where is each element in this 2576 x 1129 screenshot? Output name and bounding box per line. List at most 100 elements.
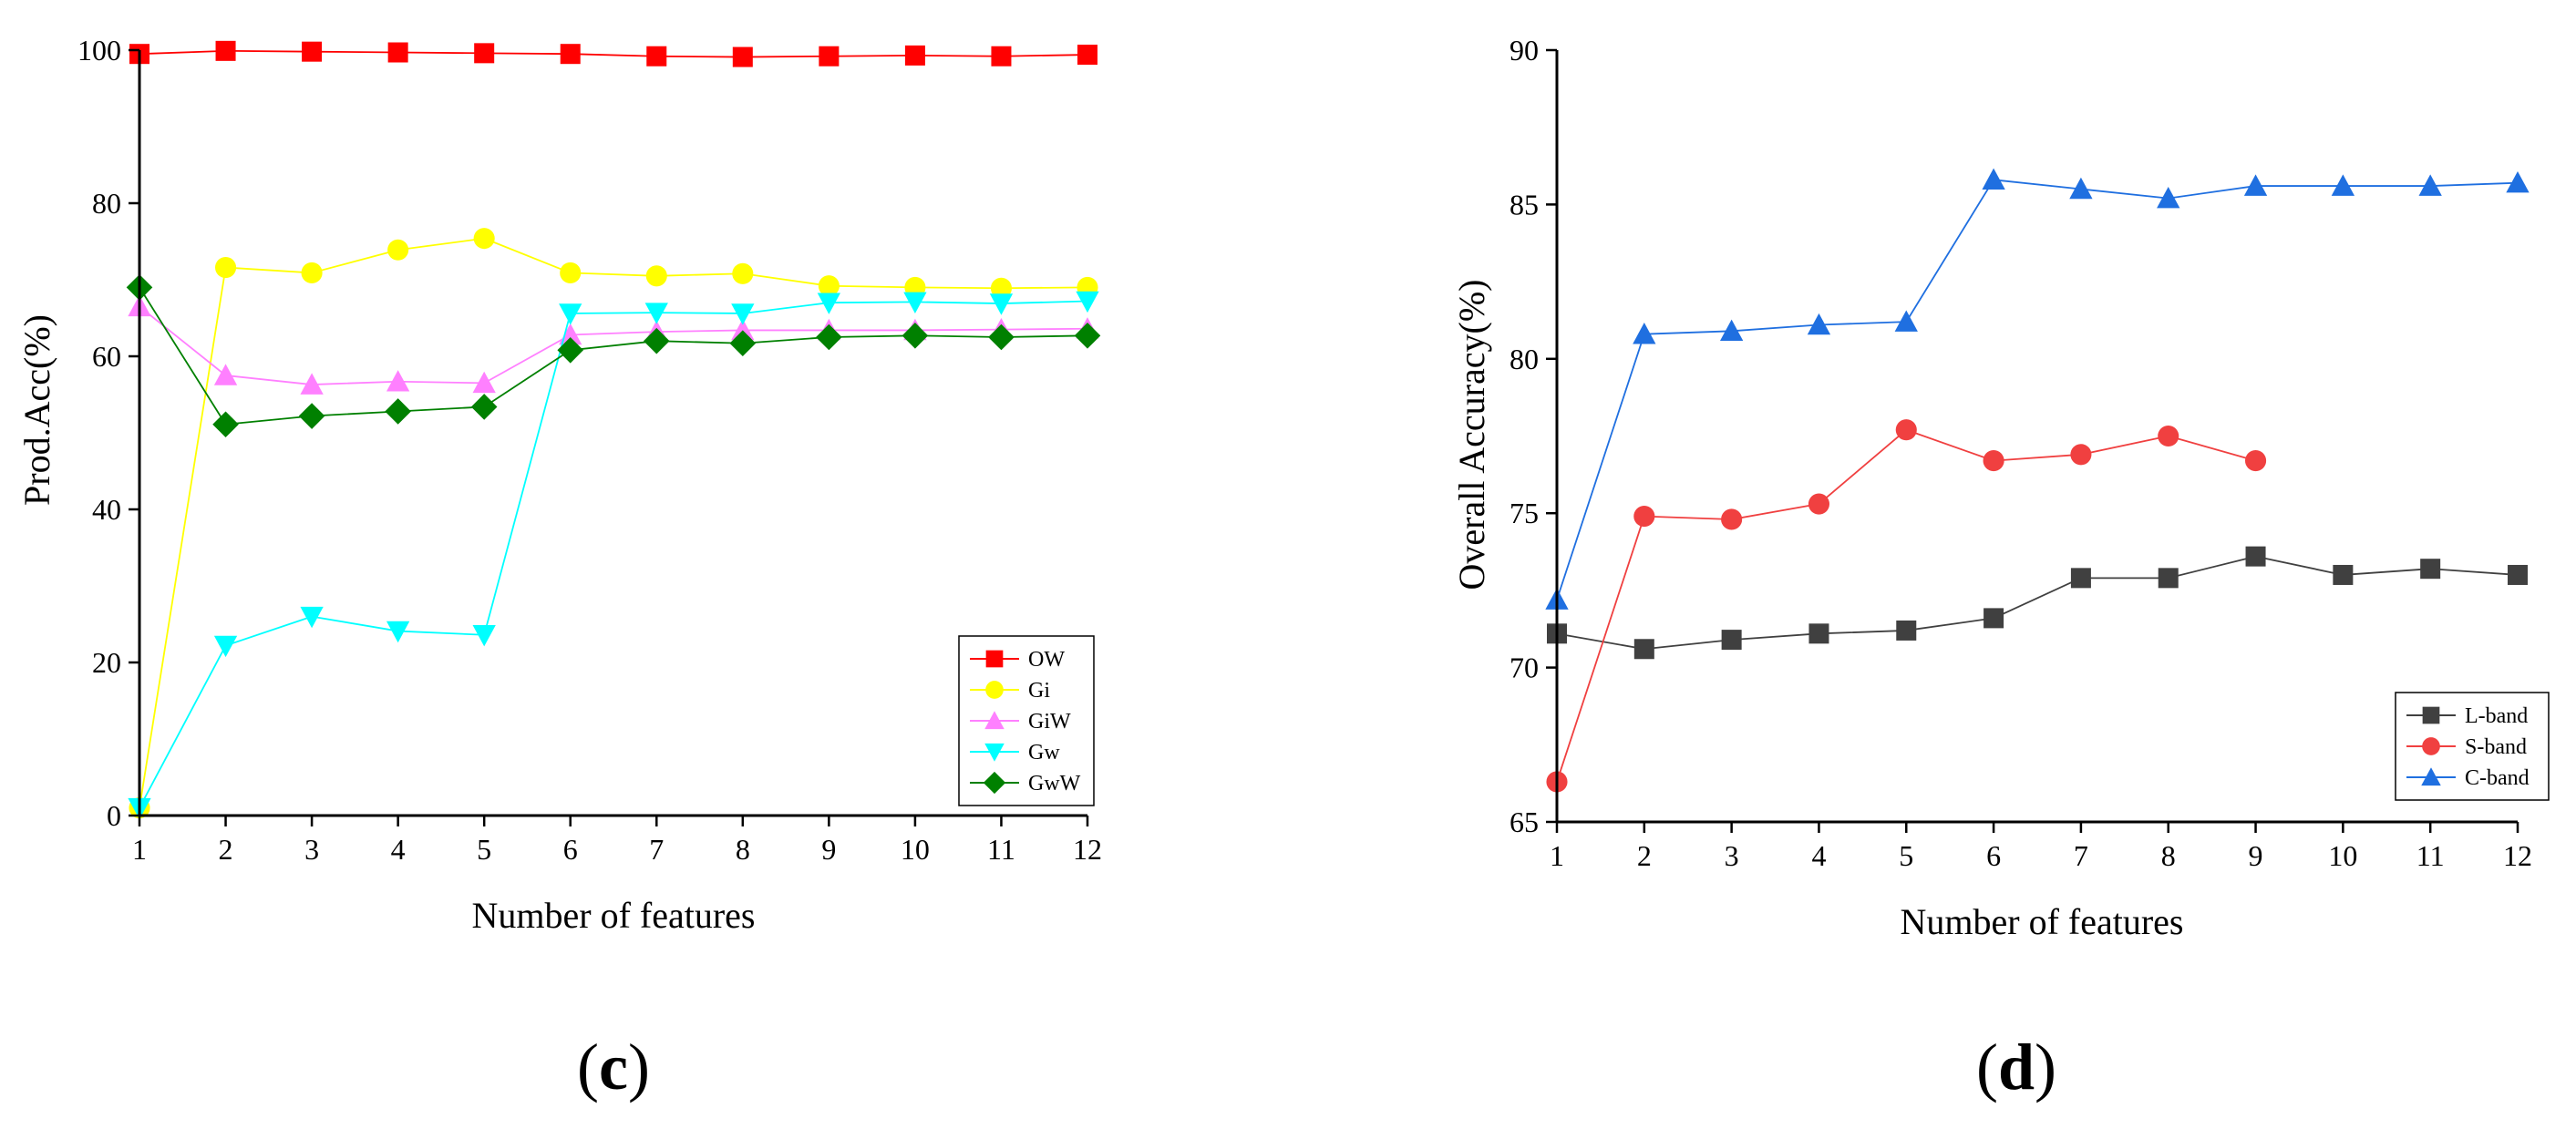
c-x-tick-label: 6: [563, 833, 578, 866]
c-point-gww: [1074, 323, 1101, 349]
c-point-gww: [902, 323, 929, 349]
chart-c-panel-close: ): [628, 1031, 650, 1103]
c-x-tick-label: 9: [821, 833, 836, 866]
c-point-ow: [991, 46, 1012, 67]
d-point-c-band: [2157, 186, 2180, 209]
d-y-tick-label: 70: [1510, 652, 1539, 684]
c-x-tick-label: 4: [391, 833, 406, 866]
c-point-giw: [559, 323, 582, 345]
c-point-gw: [989, 293, 1014, 315]
d-series-line-s-band: [1556, 428, 2256, 783]
c-point-gi: [214, 257, 237, 279]
d-x-tick-label: 12: [2503, 839, 2532, 872]
d-point-c-band: [2418, 174, 2442, 196]
c-point-gw: [644, 303, 668, 324]
d-point-s-band: [2070, 444, 2092, 466]
d-y-tick-label: 65: [1510, 806, 1539, 838]
c-point-giw: [213, 364, 238, 385]
d-point-l-band: [2333, 564, 2354, 585]
chart-c-panel-open: (: [577, 1031, 599, 1103]
d-point-l-band: [1896, 620, 1917, 641]
c-point-gw: [472, 625, 496, 647]
c-point-gww: [298, 403, 325, 429]
d-point-s-band: [1721, 508, 1743, 530]
chart-d-panel-open: (: [1976, 1031, 1998, 1103]
c-point-gw: [1076, 291, 1099, 313]
d-point-l-band: [2245, 546, 2266, 567]
d-x-tick-label: 11: [2416, 839, 2445, 872]
chart-c-series-group: [126, 40, 1101, 820]
c-series-line-giw: [139, 305, 1088, 385]
c-point-ow: [646, 46, 667, 67]
d-point-l-band: [1984, 608, 2004, 629]
c-point-gi: [560, 262, 582, 283]
c-point-gww: [816, 323, 842, 351]
chart-d-legend: L-band S-band C-band: [2395, 692, 2550, 801]
d-point-c-band: [2331, 174, 2355, 196]
chart-d-ylabel: Overall Accuracy(%): [1451, 280, 1492, 590]
c-legend-label-gw: Gw: [1028, 741, 1060, 765]
c-series-line-ow: [139, 49, 1088, 58]
d-x-tick-label: 7: [2074, 839, 2088, 872]
c-point-ow: [302, 41, 323, 62]
d-point-s-band: [2158, 425, 2179, 447]
d-series-line-l-band: [1556, 555, 2519, 651]
c-y-tick-label: 20: [92, 646, 121, 679]
d-legend-marker-s-band: [2422, 737, 2440, 755]
c-point-ow: [732, 46, 753, 67]
c-point-ow: [387, 42, 408, 63]
d-y-tick-label: 80: [1510, 343, 1539, 375]
c-legend-label-gww: GwW: [1028, 772, 1081, 795]
c-x-tick-label: 2: [219, 833, 233, 866]
c-x-tick-label: 1: [132, 833, 147, 866]
d-x-tick-label: 4: [1811, 839, 1826, 872]
chart-d-panel-label: (d): [1976, 1031, 2056, 1103]
d-legend-marker-l-band: [2422, 706, 2440, 724]
chart-c-panel-letter: c: [599, 1031, 628, 1103]
c-point-giw: [386, 370, 410, 392]
d-point-c-band: [2243, 174, 2268, 196]
d-point-c-band: [1982, 168, 2005, 190]
c-point-ow: [215, 40, 236, 61]
d-legend-label-s-band: S-band: [2465, 735, 2527, 759]
c-point-gi: [818, 275, 840, 297]
c-x-tick-label: 8: [736, 833, 750, 866]
chart-c-xlabel: Number of features: [472, 895, 756, 936]
c-x-tick-label: 3: [304, 833, 319, 866]
c-point-ow: [560, 44, 581, 65]
d-point-l-band: [2158, 568, 2179, 589]
c-point-gi: [473, 228, 495, 250]
c-legend-marker-ow: [985, 650, 1004, 668]
c-y-tick-label: 0: [107, 799, 121, 832]
d-y-tick-label: 85: [1510, 188, 1539, 221]
d-point-s-band: [1808, 493, 1830, 515]
c-point-gww: [212, 411, 239, 438]
d-point-s-band: [2244, 450, 2267, 472]
c-point-ow: [819, 46, 840, 67]
c-point-gi: [990, 277, 1013, 299]
c-point-gw: [559, 303, 582, 325]
c-point-gw: [386, 621, 410, 643]
c-point-gw: [731, 303, 755, 325]
d-point-s-band: [1633, 506, 1655, 528]
d-y-tick-label: 90: [1510, 34, 1539, 67]
c-x-tick-label: 5: [477, 833, 491, 866]
c-x-tick-label: 10: [901, 833, 930, 866]
c-point-gi: [301, 262, 323, 283]
c-legend-label-ow: OW: [1028, 648, 1065, 672]
c-point-gw: [903, 292, 927, 314]
c-point-ow: [474, 43, 495, 64]
d-point-s-band: [1983, 450, 2004, 472]
d-x-tick-label: 5: [1899, 839, 1913, 872]
d-series-line-c-band: [1556, 179, 2519, 600]
chart-c-anchor: [0, 0, 1, 1]
c-point-gww: [470, 394, 498, 420]
d-point-c-band: [1894, 310, 1918, 332]
d-point-l-band: [1721, 630, 1742, 651]
d-x-tick-label: 3: [1725, 839, 1739, 872]
chart-d-panel-letter: d: [1998, 1031, 2035, 1103]
d-point-c-band: [2069, 177, 2093, 200]
c-legend-label-giw: GiW: [1028, 710, 1071, 734]
